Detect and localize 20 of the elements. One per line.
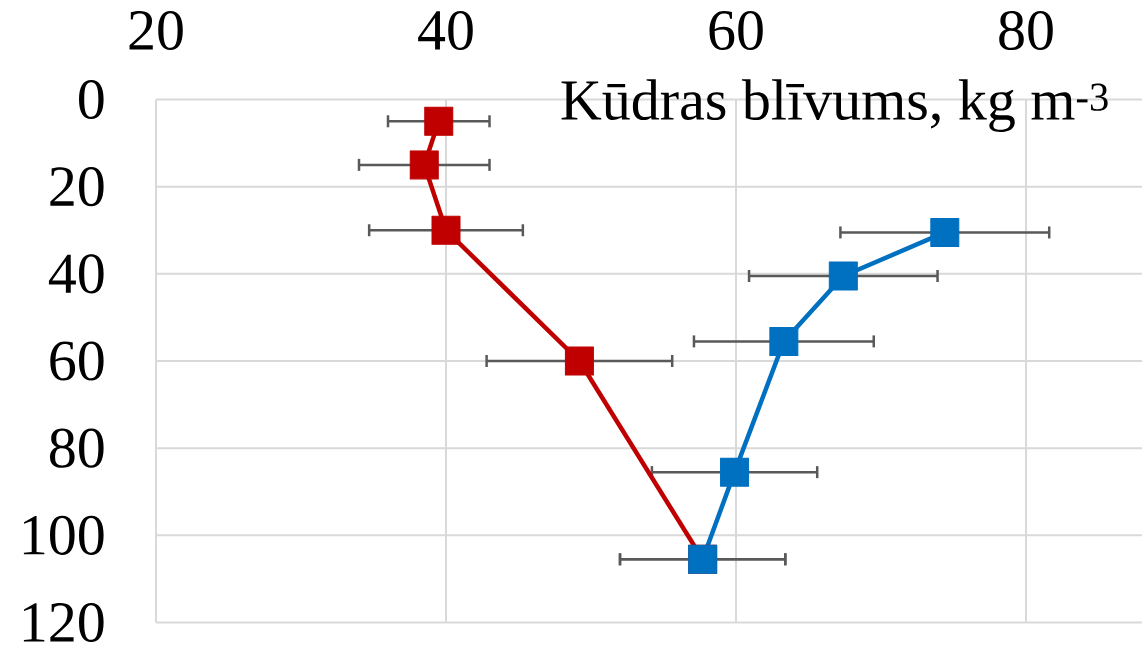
point xyxy=(564,346,594,376)
y-tick-label: 0 xyxy=(79,79,104,120)
x-tick-label: 20 xyxy=(129,10,183,51)
x-tick-label: 40 xyxy=(418,10,473,51)
point xyxy=(769,326,799,356)
x-axis-title: Kūdras blīvums, kg m$^{-3}$ xyxy=(561,79,1108,132)
point xyxy=(930,217,960,247)
y-tick-label: 120 xyxy=(23,602,104,643)
x-tick-label: 60 xyxy=(709,10,763,51)
y-tick-label: 40 xyxy=(48,254,104,294)
point xyxy=(828,261,858,291)
point xyxy=(431,215,461,245)
y-tick-label: 60 xyxy=(50,341,104,381)
point xyxy=(424,106,454,136)
point xyxy=(409,150,439,180)
x-tick-label: 80 xyxy=(999,10,1053,51)
point xyxy=(720,457,750,487)
y-tick-label: 20 xyxy=(50,167,104,207)
y-tick-label: 100 xyxy=(23,515,104,555)
y-tick-label: 80 xyxy=(50,428,104,468)
